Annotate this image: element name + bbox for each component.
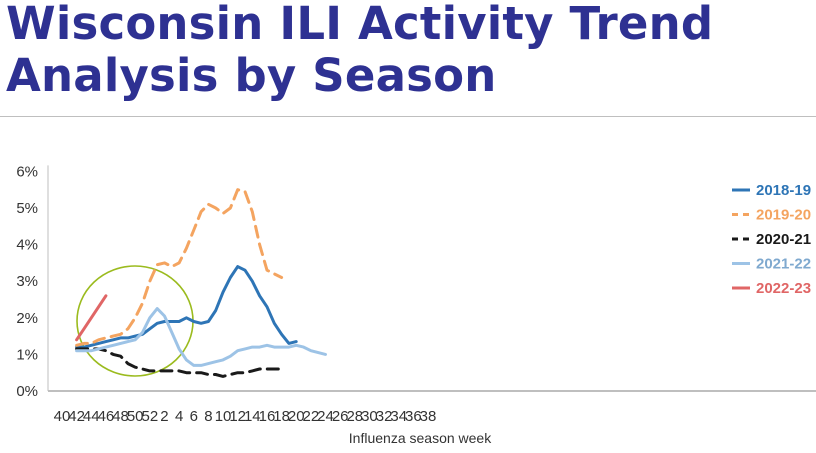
y-tick-label: 5% [16, 200, 38, 217]
y-tick-label: 1% [16, 346, 38, 363]
x-tick-label: 8 [204, 408, 212, 425]
x-tick-label: 2 [160, 408, 168, 425]
legend-label-2022-23: 2022-23 [756, 280, 811, 297]
x-tick-label: 4 [175, 408, 183, 425]
x-tick-label: 22 [303, 408, 320, 425]
series-line-2021-22 [75, 307, 327, 367]
x-tick-label: 10 [215, 408, 232, 425]
x-tick-label: 14 [244, 408, 261, 425]
series-line-2019-20 [75, 188, 284, 347]
x-tick-label: 26 [332, 408, 349, 425]
x-tick-label: 34 [390, 408, 407, 425]
x-tick-label: 30 [361, 408, 378, 425]
y-tick-label: 4% [16, 237, 38, 254]
y-axis-tick-labels: 0% 1% 2% 3% 4% 5% 6% [16, 163, 38, 400]
x-tick-label: 44 [83, 408, 100, 425]
x-axis-label: Influenza season week [349, 430, 492, 446]
legend-label-2021-22: 2021-22 [756, 256, 811, 273]
series-line-2018-19 [75, 265, 298, 349]
series-line-2020-21 [75, 347, 284, 378]
x-tick-label: 28 [346, 408, 363, 425]
y-tick-label: 6% [16, 163, 38, 180]
x-tick-label: 36 [405, 408, 422, 425]
x-tick-label: 50 [127, 408, 144, 425]
legend-label-2020-21: 2020-21 [756, 231, 811, 248]
x-tick-label: 46 [98, 408, 115, 425]
y-tick-label: 2% [16, 310, 38, 327]
slide-title-line-1: Wisconsin ILI Activity Trend [6, 0, 714, 50]
x-tick-label: 40 [54, 408, 71, 425]
x-tick-label: 18 [273, 408, 290, 425]
title-divider [0, 116, 816, 117]
series-line-2022-23 [75, 294, 108, 342]
x-tick-label: 20 [288, 408, 305, 425]
y-tick-label: 0% [16, 383, 38, 400]
chart-axes [47, 165, 816, 392]
y-tick-label: 3% [16, 273, 38, 290]
x-tick-label: 52 [141, 408, 158, 425]
x-tick-label: 12 [229, 408, 246, 425]
legend: 2018-19 2019-20 2020-21 2021-22 2022-23 [732, 182, 811, 297]
series-layer [75, 188, 327, 378]
x-tick-label: 32 [376, 408, 393, 425]
x-tick-label: 16 [259, 408, 276, 425]
x-tick-label: 42 [68, 408, 85, 425]
slide-title-line-2: Analysis by Season [6, 49, 497, 102]
slide-title: Wisconsin ILI Activity Trend Analysis by… [6, 0, 713, 102]
x-tick-label: 6 [190, 408, 198, 425]
legend-label-2018-19: 2018-19 [756, 182, 811, 199]
x-tick-label: 38 [420, 408, 437, 425]
x-tick-label: 24 [317, 408, 334, 425]
legend-label-2019-20: 2019-20 [756, 207, 811, 224]
x-tick-label: 48 [112, 408, 129, 425]
